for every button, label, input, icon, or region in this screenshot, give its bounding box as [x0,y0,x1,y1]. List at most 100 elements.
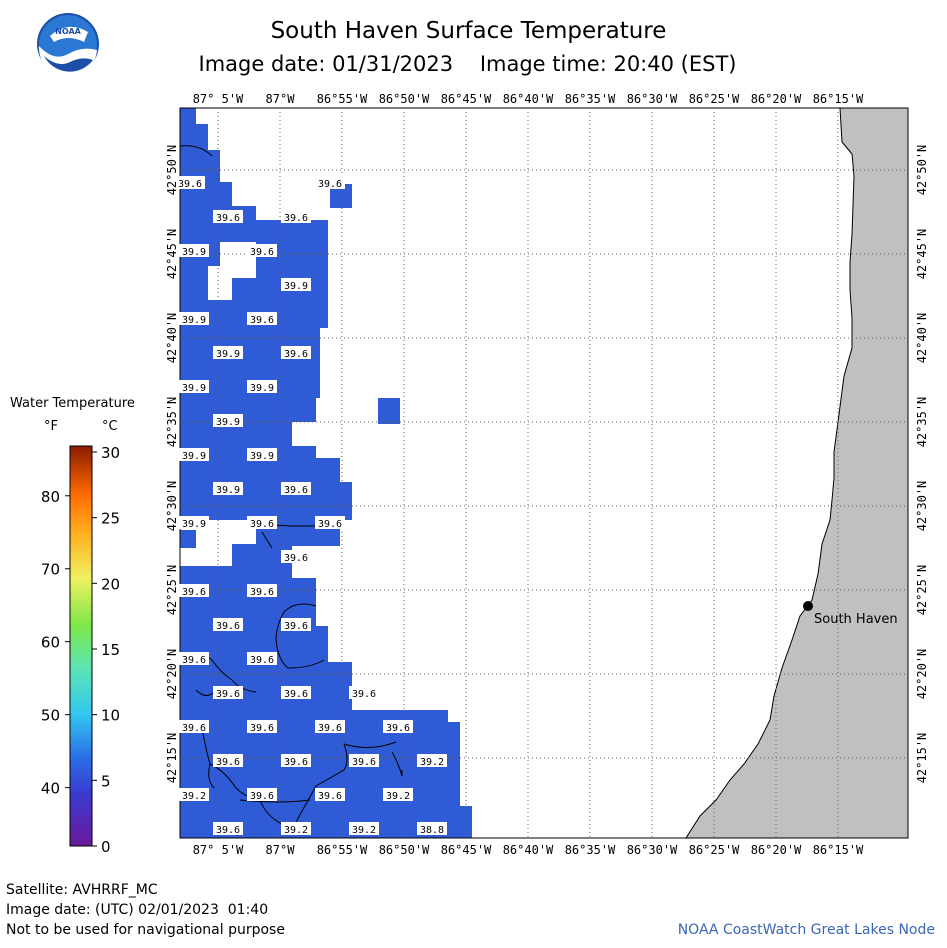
svg-text:39.9: 39.9 [182,451,206,462]
celsius-tick-label: 20 [101,575,120,593]
temperature-label: 39.9 [179,448,209,462]
latitude-label: 42°30'N [165,481,179,532]
temperature-label: 39.9 [179,380,209,394]
fahrenheit-tick-label: 60 [41,634,60,652]
fahrenheit-tick-label: 50 [41,707,60,725]
temperature-label: 39.6 [247,788,277,802]
svg-text:39.9: 39.9 [182,383,206,394]
legend-title: Water Temperature [10,396,135,411]
svg-text:39.6: 39.6 [318,179,342,190]
temperature-label: 39.6 [315,516,345,530]
longitude-label: 86°20'W [751,843,802,857]
temperature-label: 39.9 [179,244,209,258]
celsius-tick-label: 30 [101,444,120,462]
longitude-label: 86°50'W [379,843,430,857]
temperature-label: 39.6 [247,584,277,598]
noaa-logo: NOAA [37,13,99,76]
map-subtitle: Image date: 01/31/2023 Image time: 20:40… [198,52,737,76]
temperature-label: 39.9 [213,482,243,496]
temperature-label: 39.6 [349,754,379,768]
svg-text:39.6: 39.6 [250,723,274,734]
svg-text:39.6: 39.6 [182,587,206,598]
temperature-label: 39.6 [281,550,311,564]
temperature-label: 39.6 [213,822,243,836]
latitude-label: 42°50'N [165,145,179,196]
svg-text:39.6: 39.6 [284,689,308,700]
longitude-label: 86°25'W [689,843,740,857]
svg-text:39.6: 39.6 [216,825,240,836]
longitude-label: 87° 5'W [193,843,244,857]
temperature-label: 39.6 [281,210,311,224]
temperature-label: 39.9 [247,380,277,394]
svg-text:39.6: 39.6 [250,247,274,258]
longitude-label: 86°30'W [627,92,678,106]
temperature-label: 39.6 [247,244,277,258]
city-marker [803,601,813,611]
longitude-label: 86°45'W [441,92,492,106]
svg-text:39.6: 39.6 [318,519,342,530]
temperature-label: 39.6 [175,176,205,190]
svg-text:39.6: 39.6 [182,723,206,734]
latitude-label: 42°25'N [165,565,179,616]
svg-text:39.6: 39.6 [284,485,308,496]
svg-text:39.6: 39.6 [250,655,274,666]
celsius-tick-label: 0 [101,838,111,856]
temperature-label: 39.2 [179,788,209,802]
city-label: South Haven [814,612,898,627]
longitude-label: 86°45'W [441,843,492,857]
svg-text:39.6: 39.6 [284,621,308,632]
temperature-label: 39.2 [281,822,311,836]
temperature-label: 39.6 [247,516,277,530]
longitude-label: 86°20'W [751,92,802,106]
graticule [180,108,908,838]
longitude-label: 86°50'W [379,92,430,106]
temperature-label: 39.9 [179,312,209,326]
temperature-label: 39.9 [179,516,209,530]
temperature-label: 39.6 [281,618,311,632]
legend-unit-fahrenheit: °F [44,419,58,434]
temperature-label: 39.6 [281,754,311,768]
latitude-label: 42°35'N [915,397,929,448]
svg-text:39.6: 39.6 [284,553,308,564]
temperature-label: 39.6 [213,754,243,768]
svg-text:39.2: 39.2 [352,825,376,836]
temperature-label: 39.6 [247,652,277,666]
longitude-label: 86°35'W [565,843,616,857]
svg-text:39.6: 39.6 [352,757,376,768]
longitude-label: 86°55'W [317,843,368,857]
longitude-label: 86°15'W [813,843,864,857]
temperature-label: 39.6 [213,686,243,700]
svg-text:39.2: 39.2 [182,791,206,802]
temperature-label: 39.9 [213,346,243,360]
longitude-label: 86°55'W [317,92,368,106]
temperature-label: 39.6 [179,652,209,666]
map-frame [179,107,909,839]
svg-text:39.6: 39.6 [216,757,240,768]
celsius-tick-label: 15 [101,641,120,659]
svg-text:39.6: 39.6 [284,349,308,360]
latitude-label: 42°50'N [915,145,929,196]
temperature-label: 39.2 [349,822,379,836]
svg-text:39.6: 39.6 [182,655,206,666]
svg-text:39.6: 39.6 [250,519,274,530]
temperature-label: 39.6 [315,720,345,734]
svg-text:39.9: 39.9 [182,315,206,326]
celsius-tick-label: 5 [101,772,111,790]
latitude-label: 42°15'N [915,733,929,784]
latitude-label: 42°15'N [165,733,179,784]
svg-text:39.6: 39.6 [284,757,308,768]
temperature-labels: 39.6 39.6 39.6 39.6 39.9 39.6 39.9 39.9 39.6 39.9… [175,176,447,836]
temperature-label: 39.6 [349,686,379,700]
svg-text:38.8: 38.8 [420,825,444,836]
latitude-label: 42°20'N [915,649,929,700]
temperature-label: 39.6 [315,788,345,802]
svg-text:39.2: 39.2 [420,757,444,768]
latitude-label: 42°25'N [915,565,929,616]
temperature-label: 39.6 [213,618,243,632]
legend-unit-celsius: °C [102,419,118,434]
svg-text:39.6: 39.6 [318,791,342,802]
map-title: South Haven Surface Temperature [270,18,667,44]
longitude-label: 87° 5'W [193,92,244,106]
